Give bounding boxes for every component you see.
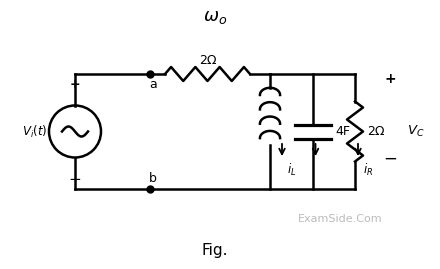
Text: $\omega_o$: $\omega_o$ (203, 8, 227, 26)
Text: 4F: 4F (335, 125, 351, 138)
Text: $i_R$: $i_R$ (363, 162, 373, 178)
Text: b: b (149, 172, 157, 185)
Text: −: − (69, 172, 81, 186)
Text: 2Ω: 2Ω (367, 125, 385, 138)
Text: +: + (70, 77, 81, 90)
Text: ExamSide.Com: ExamSide.Com (298, 214, 382, 224)
Text: $V_i(t)$: $V_i(t)$ (22, 123, 48, 140)
Text: +: + (384, 72, 396, 86)
Text: 2Ω: 2Ω (199, 54, 216, 66)
Text: Fig.: Fig. (202, 243, 228, 259)
Text: −: − (383, 150, 397, 168)
Text: $i_L$: $i_L$ (287, 162, 297, 178)
Text: a: a (149, 77, 157, 90)
Text: $V_C$: $V_C$ (407, 124, 425, 139)
